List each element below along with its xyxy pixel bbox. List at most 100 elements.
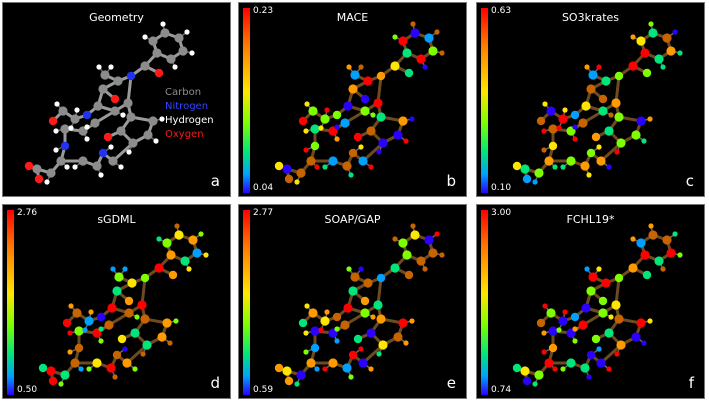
hydrogen-atom — [586, 172, 592, 178]
carbon-atom — [398, 238, 408, 248]
hydrogen-atom — [88, 309, 94, 315]
colorbar-min: 0.10 — [491, 183, 512, 193]
hydrogen-atom — [334, 326, 340, 332]
hydrogen-atom — [562, 309, 568, 315]
carbon-atom — [616, 340, 626, 350]
hydrogen-atom — [304, 101, 310, 107]
carbon-atom — [110, 106, 120, 116]
carbon-atom — [74, 326, 84, 336]
carbon-atom — [342, 161, 352, 171]
carbon-atom — [342, 363, 352, 373]
nitrogen-atom — [60, 141, 70, 151]
hydrogen-atom — [541, 349, 547, 355]
hydrogen-atom — [84, 136, 90, 142]
hydrogen-atom — [608, 314, 614, 320]
hydrogen-atom — [64, 164, 70, 170]
carbon-atom — [162, 318, 172, 328]
carbon-atom — [398, 116, 408, 126]
hydrogen-atom — [189, 50, 195, 56]
nitrogen-atom — [570, 312, 580, 322]
hydrogen-atom — [541, 128, 547, 134]
hydrogen-atom — [630, 236, 636, 242]
carbon-atom — [614, 314, 624, 324]
hydrogen-atom — [542, 303, 548, 309]
nitrogen-atom — [570, 110, 580, 120]
carbon-atom — [328, 358, 338, 368]
carbon-atom — [546, 308, 556, 318]
carbon-atom — [363, 278, 373, 288]
carbon-atom — [360, 106, 370, 116]
carbon-atom — [666, 46, 676, 56]
panel-letter: a — [210, 172, 220, 190]
colorbar-max: 2.77 — [253, 208, 274, 218]
hydrogen-atom — [74, 107, 80, 113]
hydrogen-atom — [58, 381, 64, 387]
carbon-atom — [393, 130, 403, 140]
carbon-atom — [60, 370, 70, 380]
nitrogen-atom — [348, 148, 358, 158]
carbon-atom — [366, 126, 376, 136]
carbon-atom — [544, 358, 554, 368]
hydrogen-atom — [98, 326, 104, 332]
carbon-atom — [350, 272, 360, 282]
molecule-graphic — [38, 223, 209, 387]
hydrogen-atom — [641, 138, 647, 144]
hydrogen-atom — [173, 318, 179, 324]
carbon-atom — [192, 248, 202, 258]
hydrogen-atom — [134, 314, 140, 320]
hydrogen-atom — [174, 223, 180, 229]
hydrogen-atom — [392, 34, 398, 40]
hydrogen-atom — [294, 179, 300, 185]
carbon-atom — [60, 124, 70, 134]
hydrogen-atom — [358, 64, 364, 70]
carbon-atom — [140, 61, 150, 71]
oxygen-atom — [274, 363, 284, 373]
nitrogen-atom — [96, 312, 106, 322]
carbon-atom — [534, 370, 544, 380]
carbon-atom — [306, 156, 316, 166]
hydrogen-atom — [153, 138, 159, 144]
carbon-atom — [350, 70, 360, 80]
hydrogen-atom — [314, 366, 320, 372]
hydrogen-atom — [584, 64, 590, 70]
legend-carbon: Carbon — [165, 87, 202, 98]
panel-letter: c — [685, 172, 694, 190]
oxygen-atom — [522, 174, 532, 184]
carbon-atom — [601, 76, 611, 86]
hydrogen-atom — [53, 147, 59, 153]
hydrogen-atom — [584, 266, 590, 272]
oxygen-atom — [404, 270, 414, 280]
panel-b: 0.23 0.04 MACE b — [238, 2, 467, 197]
carbon-atom — [366, 328, 376, 338]
oxygen-atom — [48, 116, 58, 126]
hydrogen-atom — [647, 318, 653, 324]
carbon-atom — [410, 28, 420, 38]
carbon-atom — [604, 126, 614, 136]
carbon-atom — [340, 320, 350, 330]
carbon-atom — [188, 235, 198, 245]
carbon-atom — [640, 250, 650, 260]
carbon-atom — [548, 326, 558, 336]
carbon-atom — [631, 332, 641, 342]
carbon-atom — [308, 106, 318, 116]
colorbar — [243, 210, 250, 395]
legend-oxygen: Oxygen — [165, 129, 204, 140]
hydrogen-atom — [304, 303, 310, 309]
hydrogen-atom — [596, 266, 602, 272]
hydrogen-atom — [324, 107, 330, 113]
nitrogen-atom — [332, 110, 342, 120]
carbon-atom — [108, 156, 118, 166]
hydrogen-atom — [72, 164, 78, 170]
hydrogen-atom — [562, 107, 568, 113]
carbon-atom — [588, 70, 598, 80]
carbon-atom — [93, 101, 103, 111]
panel-title: SO3krates — [561, 11, 620, 24]
hydrogen-atom — [172, 64, 178, 70]
hydrogen-atom — [358, 346, 364, 352]
hydrogen-atom — [614, 149, 620, 155]
carbon-atom — [137, 300, 147, 310]
carbon-atom — [402, 250, 412, 260]
hydrogen-atom — [159, 116, 165, 122]
oxygen-atom — [591, 334, 601, 344]
hydrogen-atom — [322, 164, 328, 170]
